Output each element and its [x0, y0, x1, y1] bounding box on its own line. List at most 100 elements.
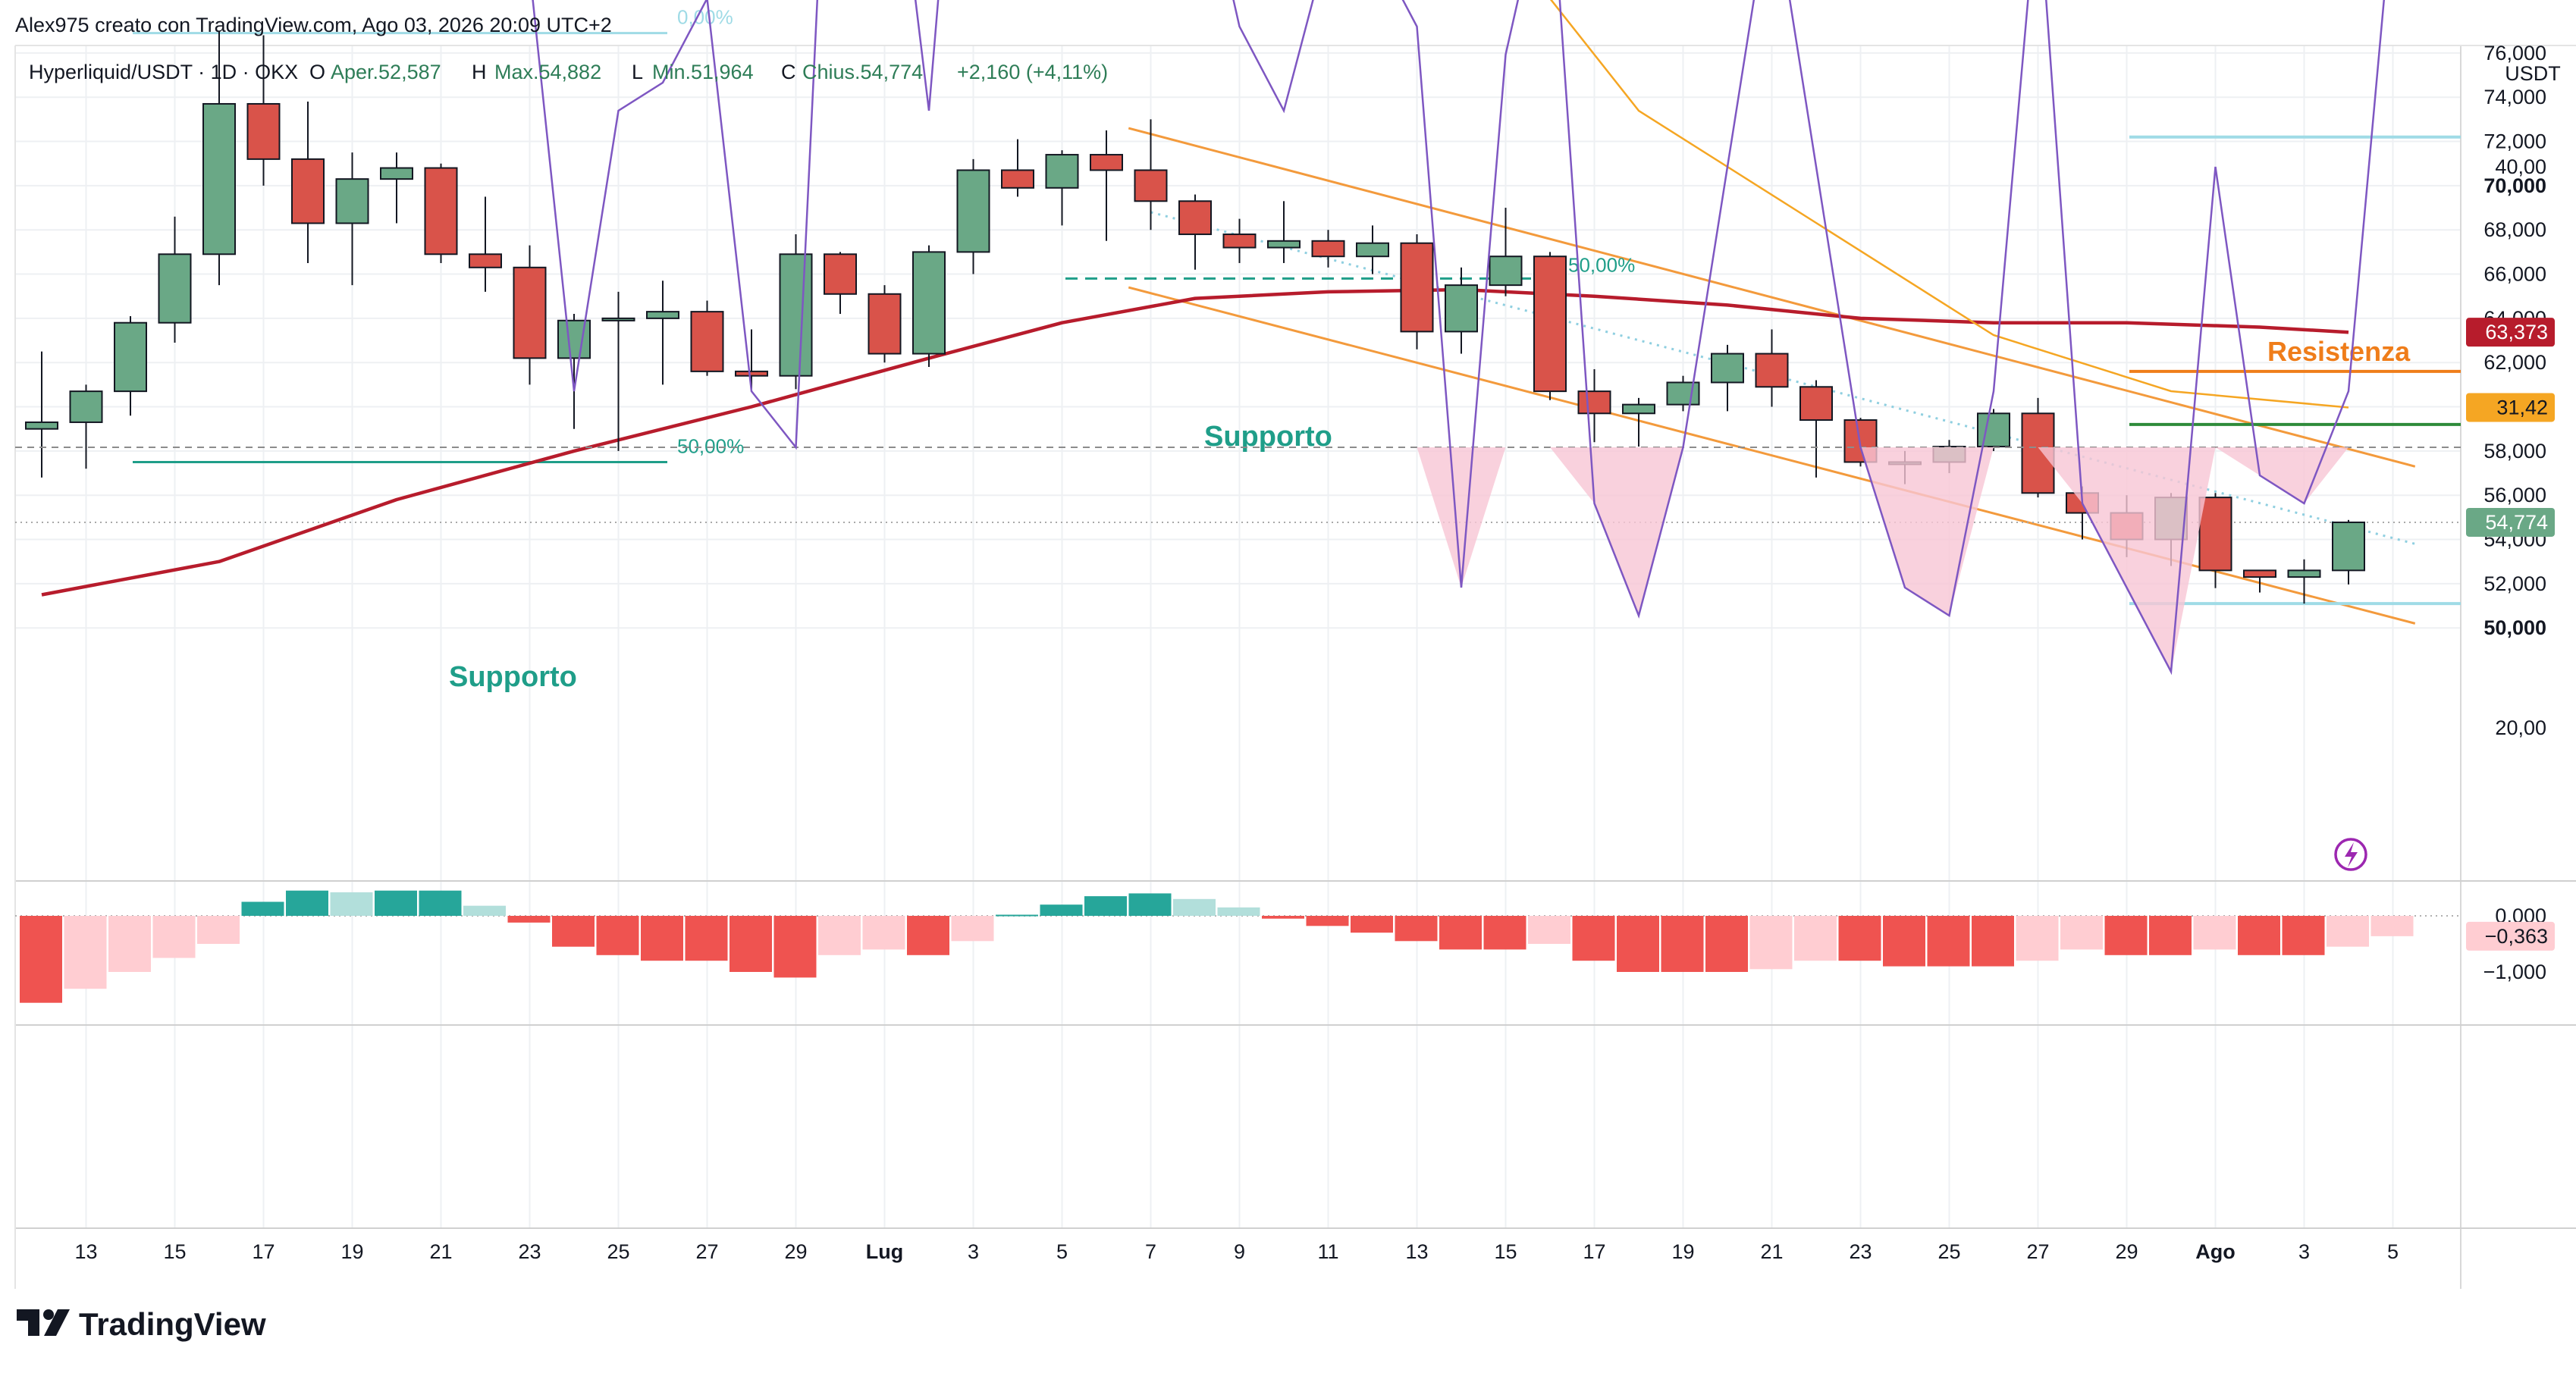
candle[interactable]	[2243, 569, 2276, 593]
candle-body	[469, 253, 502, 268]
rsi-tick-label: 40,00	[2495, 155, 2546, 178]
candle-body	[513, 266, 547, 359]
candle[interactable]	[646, 281, 679, 385]
rsi-oversold-fill	[2171, 447, 2216, 672]
price-tick-label: 74,000	[2483, 86, 2546, 108]
candle[interactable]	[912, 245, 946, 368]
candle[interactable]	[424, 163, 458, 263]
support-label: Supporto	[449, 661, 577, 693]
candle[interactable]	[1356, 225, 1389, 274]
time-tick-label: 21	[1760, 1240, 1783, 1263]
candle[interactable]	[1755, 329, 1789, 407]
moving-average-layer	[41, 287, 2349, 597]
macd-histogram-bar	[907, 916, 949, 955]
candle[interactable]	[2332, 519, 2365, 585]
macd-histogram-bar	[1217, 907, 1260, 916]
candle-body	[158, 253, 192, 324]
macd-histogram-bar	[552, 916, 595, 947]
candle[interactable]	[1799, 380, 1833, 478]
time-tick-label: 9	[1234, 1240, 1245, 1263]
rsi-oversold-fill	[1594, 447, 1639, 616]
candle[interactable]	[1622, 397, 1655, 447]
candle[interactable]	[1090, 130, 1123, 241]
macd-histogram-bar	[730, 916, 772, 972]
ohlc-open-label: O	[309, 61, 325, 83]
candle[interactable]	[1311, 230, 1345, 268]
candle[interactable]	[1977, 409, 2010, 451]
candle[interactable]	[246, 35, 281, 186]
candle-body	[424, 167, 458, 255]
candle[interactable]	[1267, 201, 1301, 263]
candle[interactable]	[1045, 150, 1079, 226]
rsi-oversold-fill	[1461, 447, 1506, 588]
macd-histogram-bar	[1528, 916, 1570, 944]
time-tick-label: Lug	[866, 1240, 903, 1263]
macd-histogram-bar	[596, 916, 639, 955]
candle[interactable]	[1533, 252, 1567, 400]
macd-pane[interactable]: 0,000−1,000	[15, 890, 2546, 1003]
candle[interactable]	[1222, 218, 1257, 263]
candle-body	[1311, 240, 1345, 258]
price-tick-label: 52,000	[2483, 572, 2546, 595]
ohlc-high-label: H	[472, 61, 487, 83]
macd-histogram-bar	[197, 916, 240, 944]
candle[interactable]	[1134, 119, 1168, 230]
candle[interactable]	[1178, 194, 1212, 270]
candles-layer[interactable]	[25, 30, 2365, 604]
macd-histogram-bar	[375, 890, 417, 916]
price-axis[interactable]: 50,00052,00054,00056,00058,00060,00062,0…	[2483, 42, 2546, 639]
time-tick-label: 25	[1937, 1240, 1960, 1263]
candle[interactable]	[2198, 493, 2232, 588]
candle[interactable]	[291, 102, 325, 263]
time-tick-label: 27	[695, 1240, 718, 1263]
candle[interactable]	[158, 216, 192, 343]
lightning-icon[interactable]	[2334, 838, 2367, 871]
candle[interactable]	[1711, 344, 1744, 412]
candle-body	[1178, 200, 1212, 236]
macd-histogram-bar	[2370, 916, 2414, 936]
candle[interactable]	[1577, 368, 1611, 443]
candle[interactable]	[690, 300, 724, 376]
rsi-oversold-fill	[1417, 447, 1461, 588]
candle-body	[1356, 242, 1389, 258]
price-tick-label: 50,000	[2483, 616, 2546, 639]
macd-histogram-bar	[2016, 916, 2059, 961]
candle[interactable]	[202, 30, 236, 286]
time-axis[interactable]: 13 15 17 19 21 23 25 27 29 Lug 3 5 7 9 11 13 15 17 19 21 23 2…	[74, 1240, 2399, 1263]
tradingview-logo[interactable]: TradingView	[17, 1306, 266, 1342]
candle[interactable]	[335, 152, 369, 286]
candle[interactable]	[735, 329, 768, 390]
time-tick-label: 13	[1405, 1240, 1428, 1263]
ma-value-badge: 63,373	[2466, 318, 2555, 347]
candle[interactable]	[1445, 267, 1478, 354]
candle[interactable]	[2287, 559, 2321, 604]
candle[interactable]	[956, 158, 990, 274]
macd-histogram-bar	[463, 905, 506, 916]
macd-histogram-bar	[1128, 893, 1172, 916]
candle[interactable]	[1400, 234, 1434, 350]
candle-body	[25, 421, 58, 430]
candle[interactable]	[824, 252, 857, 315]
candle[interactable]	[1001, 139, 1034, 197]
candle[interactable]	[114, 315, 147, 416]
candle[interactable]	[557, 314, 591, 429]
time-tick-label: 7	[1145, 1240, 1156, 1263]
macd-histogram-bar	[1351, 916, 1393, 933]
candle[interactable]	[1489, 208, 1523, 296]
symbol-legend[interactable]: Hyperliquid/USDT · 1D · OKX O Aper.52,58…	[29, 61, 1108, 83]
candle[interactable]	[25, 351, 58, 478]
candle[interactable]	[513, 245, 547, 385]
candle[interactable]	[601, 291, 635, 451]
candle[interactable]	[380, 152, 413, 224]
candle[interactable]	[69, 384, 103, 469]
candle-body	[1711, 353, 1744, 384]
ohlc-close-value: Chius.54,774	[802, 61, 923, 83]
candle-body	[1045, 154, 1079, 189]
candle[interactable]	[868, 285, 902, 363]
candle[interactable]	[469, 196, 502, 292]
candle-body	[69, 390, 103, 423]
candle[interactable]	[779, 234, 813, 390]
candle-body	[2243, 569, 2276, 578]
